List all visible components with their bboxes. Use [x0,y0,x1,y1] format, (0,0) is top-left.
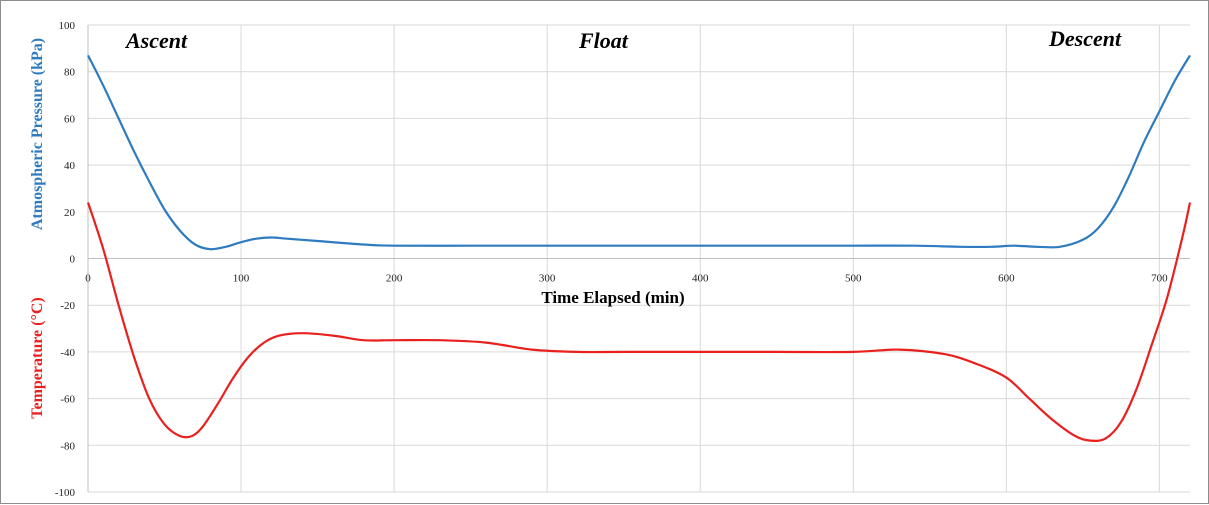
x-tick-label: 200 [386,273,403,285]
x-tick-label: 700 [1151,273,1168,285]
y-tick-label: -20 [60,300,75,312]
annotation-descent: Descent [1048,26,1122,51]
x-tick-label: 400 [692,273,709,285]
y-axis-label-temperature: Temperature (°C) [29,297,46,418]
x-tick-label: 600 [998,273,1015,285]
y-tick-label: 60 [64,113,76,125]
x-tick-label: 100 [233,273,250,285]
x-tick-label: 300 [539,273,556,285]
x-tick-labels: 0 100 200 300 400 500 600 700 [85,273,1168,285]
y-tick-label: 0 [70,254,76,266]
x-tick-label: 0 [85,273,91,285]
y-tick-label: -40 [60,347,75,359]
y-tick-label: 20 [64,207,76,219]
y-tick-label: -100 [55,487,76,499]
series-line-temperature [86,202,1192,442]
y-axis-label-pressure: Atmospheric Pressure (kPa) [29,38,46,230]
y-tick-label: 40 [64,160,76,172]
y-tick-label: 80 [64,67,76,79]
series-line-pressure [87,54,1191,251]
x-tick-label: 500 [845,273,862,285]
y-tick-label: 100 [59,20,76,32]
annotation-ascent: Ascent [124,28,188,53]
y-tick-label: -60 [60,394,75,406]
grid [87,24,1190,493]
y-tick-label: -80 [60,440,75,452]
y-tick-labels: -100 -80 -60 -40 -20 0 20 40 60 80 100 [55,20,76,499]
x-axis-label: Time Elapsed (min) [541,288,684,307]
annotation-float: Float [578,28,629,53]
